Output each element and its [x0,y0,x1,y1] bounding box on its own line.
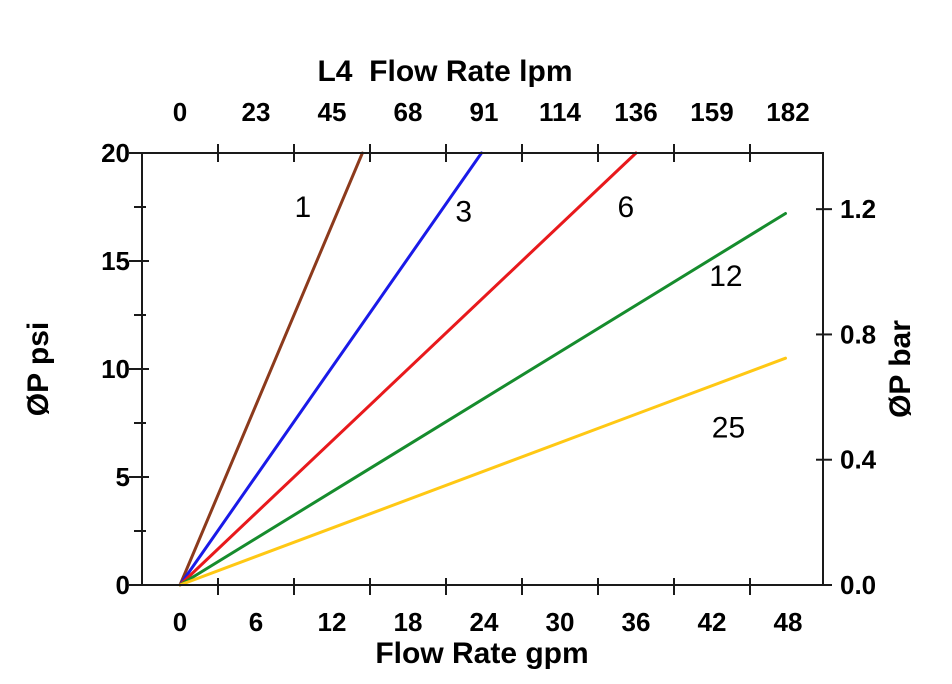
axis-tick-labels: 0062312451868249130114361364215948182051… [101,97,877,637]
x2-tick-label: 45 [318,97,347,127]
y-tick-label: 15 [101,246,130,276]
cv-3-label: 3 [455,195,472,228]
x-tick-label: 42 [698,607,727,637]
cv-12-line [178,212,787,587]
y-tick-label: 20 [101,138,130,168]
y-tick-label: 0 [116,570,130,600]
x-tick-label: 18 [394,607,423,637]
axis-ticks [129,144,832,595]
x-tick-label: 24 [470,607,499,637]
cv-12-label: 12 [709,260,742,293]
x2-tick-label: 114 [539,97,581,127]
x-tick-label: 6 [249,607,263,637]
y2-axis-title: ØP bar [884,320,917,418]
y2-tick-label: 1.2 [840,194,876,224]
top-axis-title: L4 Flow Rate lpm [317,55,572,88]
cv-6-label: 6 [618,191,635,224]
x2-tick-label: 136 [614,97,657,127]
y2-tick-label: 0.4 [840,445,877,475]
x2-tick-label: 0 [173,97,187,127]
cv-25-label: 25 [712,411,745,444]
cv-1-line [178,151,364,587]
x-tick-label: 12 [318,607,347,637]
plot-frame [141,152,824,586]
series-lines [178,151,787,587]
y2-tick-label: 0.0 [840,570,876,600]
cv-1-label: 1 [295,191,312,224]
y-axis-title: ØP psi [22,322,55,416]
y-tick-label: 10 [101,354,130,384]
y-tick-label: 5 [116,462,130,492]
cv-3-line [178,151,483,587]
x2-tick-label: 68 [394,97,423,127]
x-tick-label: 36 [622,607,651,637]
x-tick-label: 0 [173,607,187,637]
x-tick-label: 48 [774,607,803,637]
x2-tick-label: 182 [766,97,809,127]
series-labels: 1 3 6 12 25 [295,191,746,444]
x-axis-title: Flow Rate gpm [375,637,588,670]
cv-6-line [178,151,638,587]
x2-tick-label: 159 [690,97,733,127]
x-tick-label: 30 [546,607,575,637]
x2-tick-label: 91 [470,97,499,127]
y2-tick-label: 0.8 [840,319,876,349]
cv-25-line [178,356,787,587]
x2-tick-label: 23 [242,97,271,127]
